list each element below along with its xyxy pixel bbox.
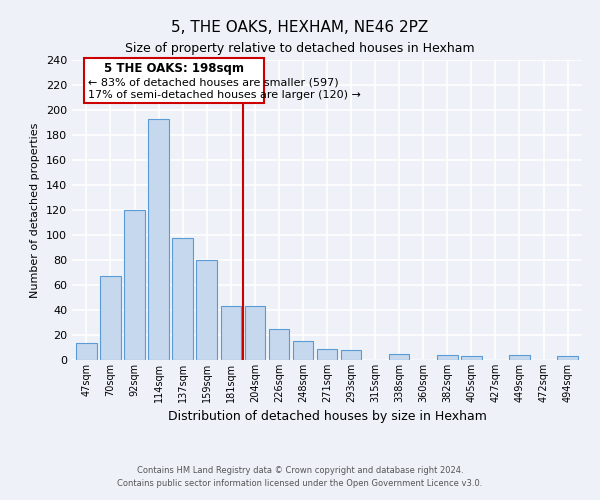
X-axis label: Distribution of detached houses by size in Hexham: Distribution of detached houses by size … [167,410,487,424]
Text: Size of property relative to detached houses in Hexham: Size of property relative to detached ho… [125,42,475,55]
Bar [317,349,337,360]
Bar [437,355,458,360]
Bar [245,306,265,360]
Bar [196,260,217,360]
Text: 5, THE OAKS, HEXHAM, NE46 2PZ: 5, THE OAKS, HEXHAM, NE46 2PZ [172,20,428,35]
FancyBboxPatch shape [84,58,265,102]
Text: Contains HM Land Registry data © Crown copyright and database right 2024.
Contai: Contains HM Land Registry data © Crown c… [118,466,482,487]
Text: ← 83% of detached houses are smaller (597): ← 83% of detached houses are smaller (59… [88,78,338,88]
Bar [509,355,530,360]
Bar [100,276,121,360]
Text: 5 THE OAKS: 198sqm: 5 THE OAKS: 198sqm [104,62,244,75]
Bar [461,356,482,360]
Bar [172,238,193,360]
Bar [221,306,241,360]
Bar [124,210,145,360]
Bar [269,329,289,360]
Bar [389,354,409,360]
Text: 17% of semi-detached houses are larger (120) →: 17% of semi-detached houses are larger (… [88,90,361,100]
Bar [293,341,313,360]
Bar [148,118,169,360]
Bar [341,350,361,360]
Bar [557,356,578,360]
Bar [76,342,97,360]
Y-axis label: Number of detached properties: Number of detached properties [31,122,40,298]
